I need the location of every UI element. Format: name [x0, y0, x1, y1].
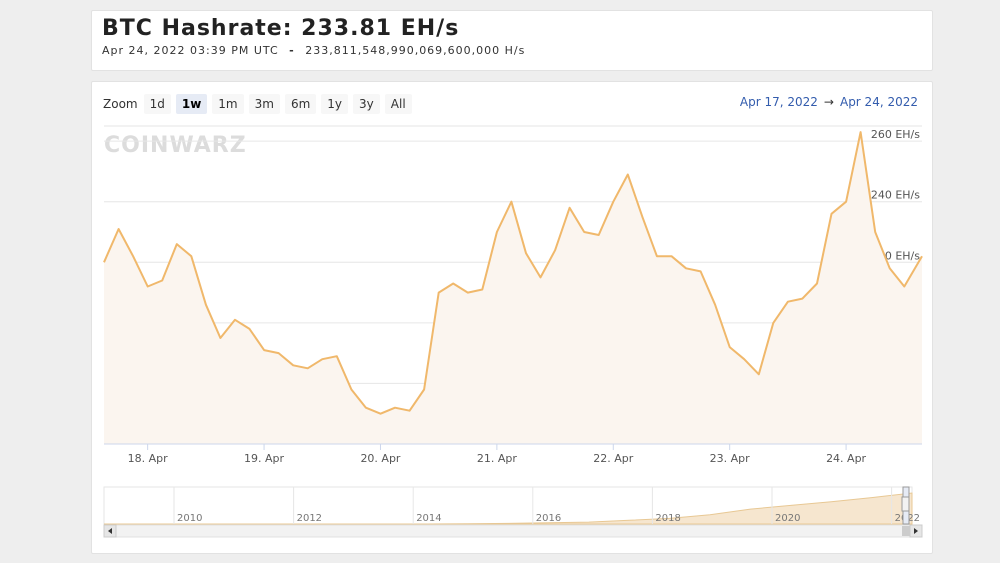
separator: - — [289, 44, 295, 57]
zoom-1d-button[interactable]: 1d — [143, 94, 171, 114]
x-tick-label: 20. Apr — [360, 452, 400, 465]
chevron-right-icon — [914, 528, 918, 534]
navigator-area — [104, 492, 913, 525]
scrollbar-thumb[interactable] — [902, 526, 910, 536]
navigator-year-label: 2012 — [297, 513, 322, 524]
date-range: Apr 17, 2022 → Apr 24, 2022 — [740, 95, 918, 109]
zoom-3m-button[interactable]: 3m — [248, 94, 280, 114]
zoom-3y-button[interactable]: 3y — [353, 94, 380, 114]
zoom-all-button[interactable]: All — [384, 94, 412, 114]
zoom-label: Zoom — [103, 97, 138, 111]
y-tick-label: 240 EH/s — [871, 189, 920, 202]
timestamp: Apr 24, 2022 03:39 PM UTC — [102, 44, 279, 57]
chart-card: COINWARZ160 EH/s180 EH/s200 EH/s220 EH/s… — [91, 81, 933, 554]
x-tick-label: 23. Apr — [710, 452, 750, 465]
zoom-bar: Zoom 1d 1w 1m 3m 6m 1y 3y All — [103, 94, 417, 114]
range-to[interactable]: Apr 24, 2022 — [839, 95, 918, 109]
range-arrow-icon: → — [823, 95, 834, 109]
series-line — [103, 131, 923, 415]
zoom-6m-button[interactable]: 6m — [284, 94, 317, 114]
navigator-year-label: 2018 — [655, 513, 680, 524]
zoom-1m-button[interactable]: 1m — [212, 94, 244, 114]
x-tick-label: 19. Apr — [244, 452, 284, 465]
x-tick-label: 21. Apr — [477, 452, 517, 465]
navigator-year-label: 2016 — [536, 513, 561, 524]
page-title: BTC Hashrate: 233.81 EH/s — [102, 16, 460, 41]
navigator-year-label: 2020 — [775, 513, 800, 524]
range-from[interactable]: Apr 17, 2022 — [739, 95, 818, 109]
scrollbar-track[interactable] — [103, 524, 923, 538]
zoom-1y-button[interactable]: 1y — [321, 94, 349, 114]
zoom-1w-button[interactable]: 1w — [175, 94, 208, 114]
navigator-handle[interactable] — [901, 496, 910, 512]
hashrate-subtitle: Apr 24, 2022 03:39 PM UTC - 233,811,548,… — [102, 44, 525, 57]
navigator-year-label: 2010 — [177, 513, 202, 524]
coinwarz-watermark: COINWARZ — [104, 133, 247, 158]
header-card: BTC Hashrate: 233.81 EH/s Apr 24, 2022 0… — [91, 10, 933, 71]
hashrate-full: 233,811,548,990,069,600,000 H/s — [305, 44, 526, 57]
y-tick-label: 260 EH/s — [871, 128, 920, 141]
series-area — [104, 132, 922, 444]
chevron-left-icon — [108, 528, 112, 534]
x-tick-label: 22. Apr — [593, 452, 633, 465]
x-tick-label: 18. Apr — [128, 452, 168, 465]
navigator-year-label: 2014 — [416, 513, 441, 524]
hashrate-chart: COINWARZ160 EH/s180 EH/s200 EH/s220 EH/s… — [103, 125, 923, 538]
x-tick-label: 24. Apr — [826, 452, 866, 465]
